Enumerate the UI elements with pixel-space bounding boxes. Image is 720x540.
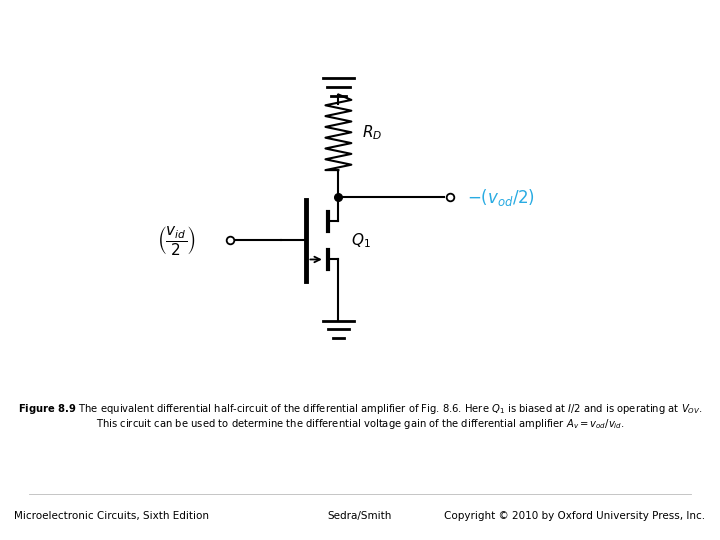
Text: $\bf{Figure\ 8.9}$ The equivalent differential half-circuit of the differential : $\bf{Figure\ 8.9}$ The equivalent differ… <box>18 402 702 416</box>
Text: Copyright © 2010 by Oxford University Press, Inc.: Copyright © 2010 by Oxford University Pr… <box>444 511 706 521</box>
Text: $R_D$: $R_D$ <box>362 123 382 141</box>
Text: $\left(\dfrac{v_{id}}{2}\right)$: $\left(\dfrac{v_{id}}{2}\right)$ <box>157 224 196 257</box>
Text: Microelectronic Circuits, Sixth Edition: Microelectronic Circuits, Sixth Edition <box>14 511 210 521</box>
Text: $Q_1$: $Q_1$ <box>351 231 370 249</box>
Text: This circuit can be used to determine the differential voltage gain of the diffe: This circuit can be used to determine th… <box>96 417 624 431</box>
Text: Sedra/Smith: Sedra/Smith <box>328 511 392 521</box>
Text: $-(v_{od}/2)$: $-(v_{od}/2)$ <box>467 187 534 207</box>
